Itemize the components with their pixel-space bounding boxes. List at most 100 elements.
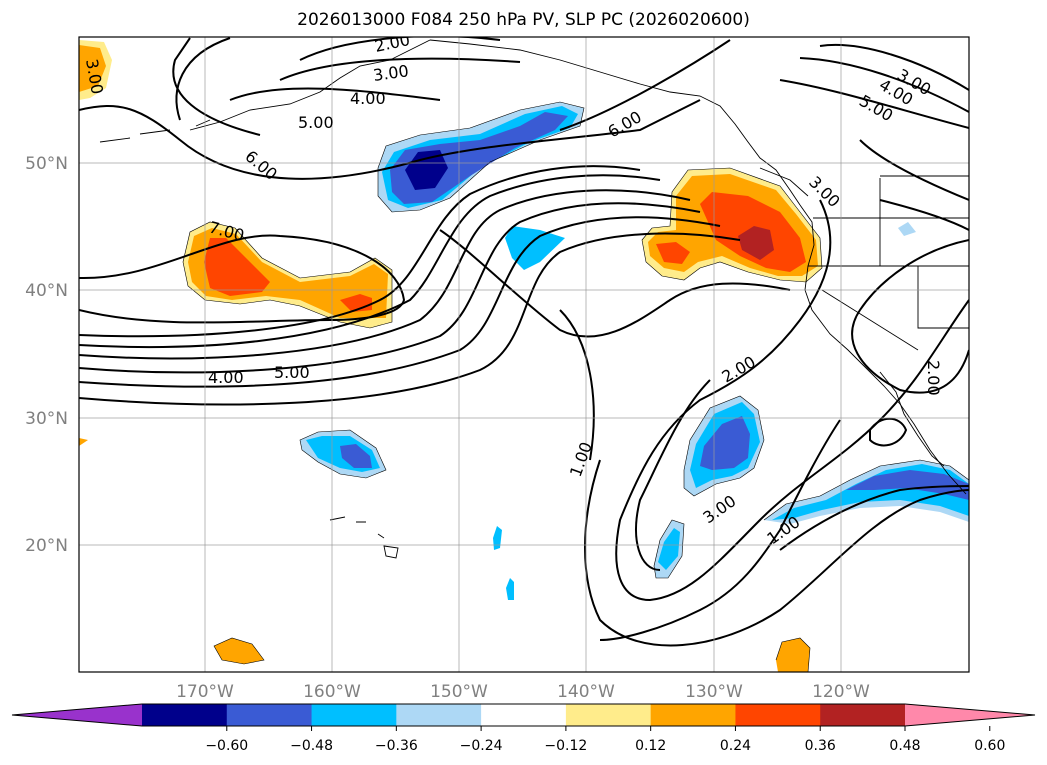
contour-line [79,174,661,349]
pv-negative-region [700,416,750,470]
coastline-north-america-west [799,204,967,495]
contour-line [779,485,969,551]
longitude-labels: 170°W 160°W 150°W 140°W 130°W 120°W [176,682,870,702]
contour-line [79,189,691,360]
pv-negative-region [405,150,448,190]
lat-label: 50°N [25,154,68,174]
pv-outline [213,637,265,665]
coastline-baja [879,371,945,467]
lon-label: 160°W [303,682,361,702]
colorbar-label: −0.48 [290,738,333,754]
colorbar-extend-low [12,704,142,726]
pv-positive-region [738,226,774,260]
contour-line [79,202,701,374]
contour-line [279,57,521,81]
contour-line [439,229,791,338]
pv-outline [641,167,823,283]
colorbar-label: 0.12 [635,738,666,754]
contour-line [559,39,731,131]
contour-label: 2.00 [924,360,943,396]
colorbar-swatch [481,704,567,726]
coastlines [99,39,969,559]
contour-line [599,419,841,641]
pv-outline [182,221,393,329]
contour-line [559,309,595,461]
pv-outline [377,101,585,213]
pv-negative-region [340,444,372,468]
lon-label: 120°W [812,682,870,702]
pv-positive-region [776,638,810,672]
pv-positive-region [656,242,690,264]
colorbar: −0.60 −0.48 −0.36 −0.24 −0.12 0.12 0.24 0.36 0.4… [11,703,1036,754]
contour-label: 5.00 [298,113,334,132]
pv-positive-region [79,438,88,446]
contour-line [79,99,701,180]
lon-label: 130°W [685,682,743,702]
pv-negative-region [898,222,916,236]
colorbar-swatch [396,704,482,726]
map-title: 2026013000 F084 250 hPa PV, SLP PC (2026… [297,10,750,30]
contour-line [859,139,969,201]
coastline-vancouver-island [759,167,969,197]
coastline-alaska-south [429,39,801,206]
lon-label: 170°W [176,682,234,702]
colorbar-label: 0.60 [974,738,1005,754]
colorbar-label: −0.12 [544,738,587,754]
colorbar-swatch [311,704,397,726]
contour-line [879,199,969,231]
contour-label: 4.00 [208,368,244,387]
contour-line [79,232,741,406]
colorbar-label: 0.24 [720,738,751,754]
contour-line [79,234,406,324]
contour-line [819,44,969,91]
lat-label: 20°N [25,536,68,556]
map-frame [78,36,970,673]
pv-shading [79,40,969,672]
contour-line [869,417,908,447]
pv-outline [763,459,969,521]
pv-negative-region [505,226,565,270]
contour-line [779,79,969,129]
colorbar-swatch [820,704,906,726]
lat-label: 40°N [25,281,68,301]
contour-line [584,459,969,647]
colorbar-swatch [142,704,228,726]
slp-contours [79,37,969,647]
gridlines [79,37,969,672]
pv-positive-region [79,45,106,92]
pv-negative-region [658,528,680,570]
colorbar-label: 0.48 [889,738,920,754]
pv-negative-region [506,578,514,600]
lon-label: 140°W [557,682,615,702]
colorbar-label: −0.24 [460,738,503,754]
colorbar-swatch [650,704,736,726]
colorbar-swatch [735,704,821,726]
colorbar-extend-high [905,704,1035,726]
lat-label: 30°N [25,409,68,429]
contour-line [172,37,261,136]
contour-line [79,216,721,388]
pv-outlines [182,101,969,672]
coastline-hawaii [329,516,399,559]
contour-line [175,37,231,121]
colorbar-swatch [565,704,652,726]
contour-label: 3.00 [372,61,410,85]
pv-outline [653,519,685,579]
pv-outline [683,395,765,497]
pv-positive-region [204,238,270,296]
pv-negative-region [846,470,969,500]
coastline-aleutians [99,119,211,143]
pv-outline [775,637,811,672]
colorbar-outline [11,703,1036,727]
pv-outline [299,429,387,479]
latitude-labels: 50°N 40°N 30°N 20°N [25,154,68,556]
pv-negative-region [493,526,502,550]
contour-line [851,239,969,394]
colorbar-swatch [226,704,313,726]
colorbar-label: 0.36 [805,738,836,754]
lon-label: 150°W [430,682,488,702]
contour-line [635,379,711,571]
contour-line [799,57,969,113]
contour-line [229,87,441,101]
